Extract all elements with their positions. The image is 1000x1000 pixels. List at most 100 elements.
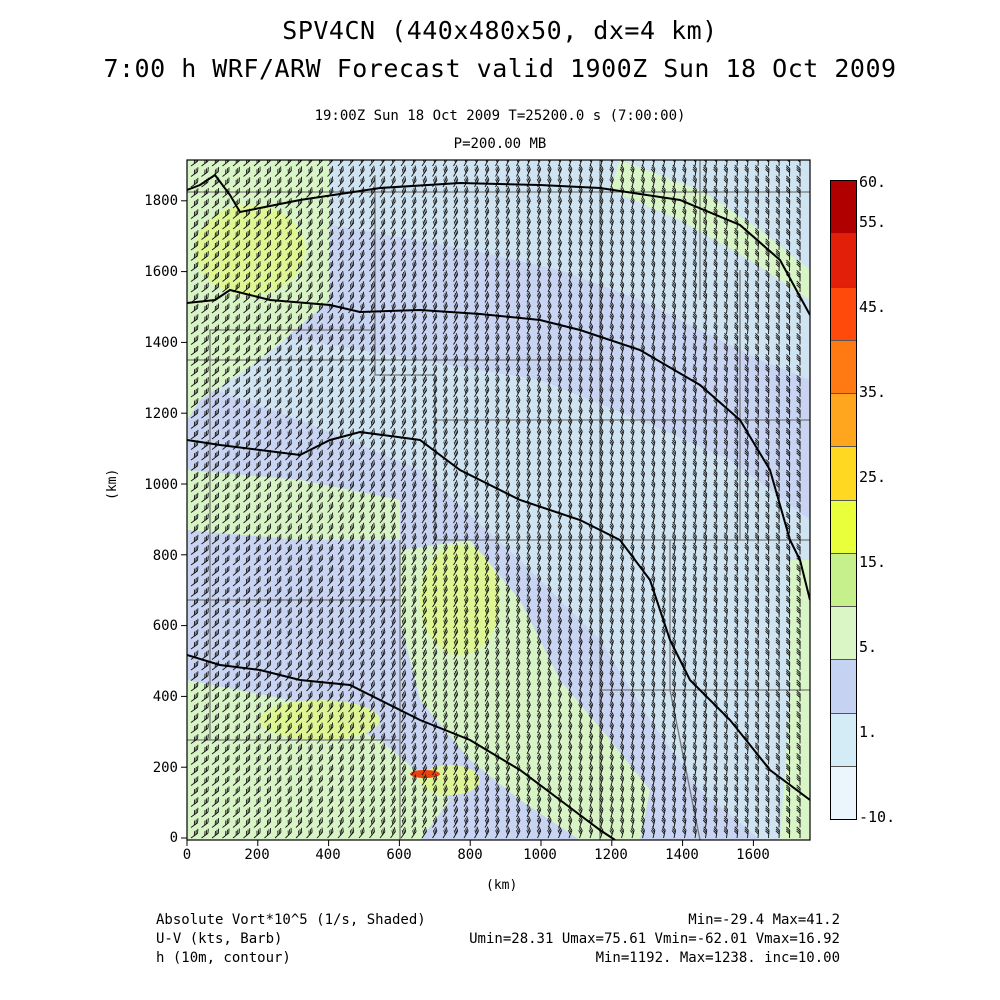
height-contour-2 [187,288,810,601]
wind-barb [474,805,479,818]
wind-barb [295,607,303,618]
wind-barb [661,500,666,513]
wind-barb [264,292,271,303]
wind-barb [222,429,230,440]
wind-barb [390,333,396,345]
wind-barb [201,356,209,366]
wind-barb [337,186,344,198]
wind-barb [358,680,365,692]
wind-barb [619,616,625,629]
colorbar-label-60: 60. [859,173,887,191]
wind-barb [630,584,635,597]
wind-barb [744,595,749,608]
wind-barb [369,228,375,240]
wind-barb [358,260,365,272]
wind-barb [650,700,656,713]
wind-barb [369,312,375,324]
wind-barb [421,721,427,734]
wind-barb [484,490,490,503]
wind-barb [211,650,220,660]
wind-barb [775,616,780,629]
wind-barb [484,732,490,744]
wind-barb [526,416,531,429]
wind-barb [463,679,469,692]
wind-barb [640,584,645,597]
wind-barb [442,616,448,629]
wind-barb [640,490,645,503]
wind-barb [474,175,479,188]
wind-barb [379,186,386,198]
wind-barb [526,574,531,587]
wind-barb [650,532,656,545]
wind-barb [484,406,490,419]
wind-barb [411,217,417,230]
wind-barb [421,637,427,650]
wind-barb [495,584,500,597]
colorbar [830,180,857,820]
wind-barb [400,543,407,555]
wind-barb [411,249,417,261]
wind-barb [442,343,448,356]
wind-barb [661,374,666,387]
wind-barb [702,385,708,398]
wind-barb [442,543,448,555]
wind-barb [316,344,323,356]
wind-barb [744,238,749,251]
wind-barb [285,754,292,765]
wind-barb [630,826,635,839]
wind-barb [211,482,220,492]
colorbar-segment [831,712,856,766]
wind-barb [484,385,490,398]
wind-barb [474,648,479,660]
wind-barb [474,511,479,524]
wind-barb [274,649,282,660]
wind-barb [348,554,355,566]
wind-barb [348,270,355,282]
wind-barb [411,196,417,209]
wind-barb [713,805,718,818]
wind-barb [222,786,230,797]
wind-barb [327,564,334,576]
wind-barb [505,427,511,440]
wind-barb [599,511,604,524]
wind-barb [432,469,438,482]
wind-barb [232,166,240,177]
wind-barb [567,605,573,618]
valid-time-subtitle: 19:00Z Sun 18 Oct 2009 T=25200.0 s (7:00… [314,108,686,124]
wind-barb [264,723,271,734]
wind-barb [390,480,396,492]
wind-barb [557,290,562,303]
wind-barb [463,448,469,461]
wind-barb [785,385,791,398]
wind-barb [474,322,479,335]
wind-barb [222,681,230,692]
wind-barb [567,542,573,555]
wind-barb [775,301,780,314]
wind-barb [484,805,490,818]
wind-barb [640,500,645,513]
wind-barb [536,364,542,377]
wind-barb [337,659,344,671]
wind-barb [232,334,240,345]
wind-barb [609,721,614,734]
wind-barb [453,417,459,429]
wind-barb [190,723,199,734]
wind-barb [640,160,645,167]
wind-barb [327,512,334,524]
wind-barb [316,439,323,450]
wind-barb [567,710,573,723]
wind-barb [671,290,677,303]
wind-barb [232,177,240,188]
wind-barb [474,795,479,807]
wind-barb [775,658,780,671]
wind-barb [505,160,511,167]
wind-barb [630,406,635,419]
wind-barb [432,238,438,251]
wind-barb [630,311,635,324]
wind-barb [358,270,365,282]
wind-barb [379,239,386,251]
colorbar-label-5: 5. [859,638,878,656]
wind-barb [358,669,365,681]
wind-barb [754,185,760,198]
wind-barb [713,175,718,188]
